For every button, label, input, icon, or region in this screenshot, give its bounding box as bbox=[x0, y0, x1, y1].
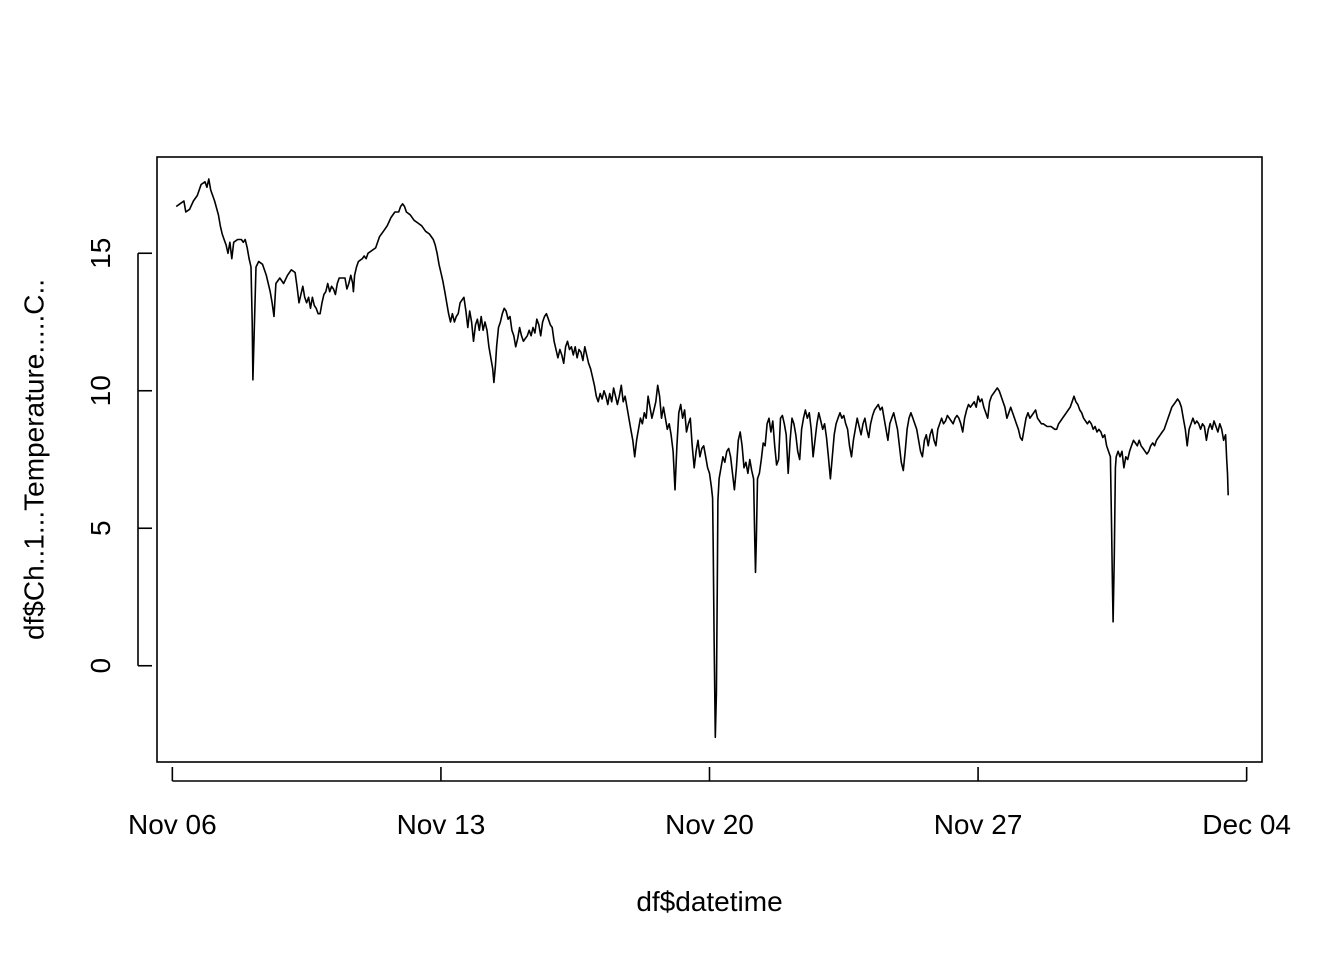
y-tick-label: 0 bbox=[85, 658, 116, 674]
y-axis: 0 5 10 15 bbox=[85, 238, 152, 674]
x-axis-label: df$datetime bbox=[636, 886, 782, 917]
plot-frame bbox=[156, 156, 1263, 763]
temperature-series-line bbox=[175, 178, 1229, 739]
x-tick-label: Nov 06 bbox=[128, 809, 217, 840]
y-tick-label: 15 bbox=[85, 238, 116, 269]
y-tick-label: 5 bbox=[85, 520, 116, 536]
x-tick-label: Dec 04 bbox=[1202, 809, 1291, 840]
y-axis-label: df$Ch..1...Temperature.....C.. bbox=[18, 279, 49, 640]
x-tick-label: Nov 27 bbox=[934, 809, 1023, 840]
y-tick-label: 10 bbox=[85, 375, 116, 406]
x-axis: Nov 06 Nov 13 Nov 20 Nov 27 Dec 04 bbox=[128, 767, 1291, 840]
x-tick-label: Nov 20 bbox=[665, 809, 754, 840]
x-tick-label: Nov 13 bbox=[397, 809, 486, 840]
